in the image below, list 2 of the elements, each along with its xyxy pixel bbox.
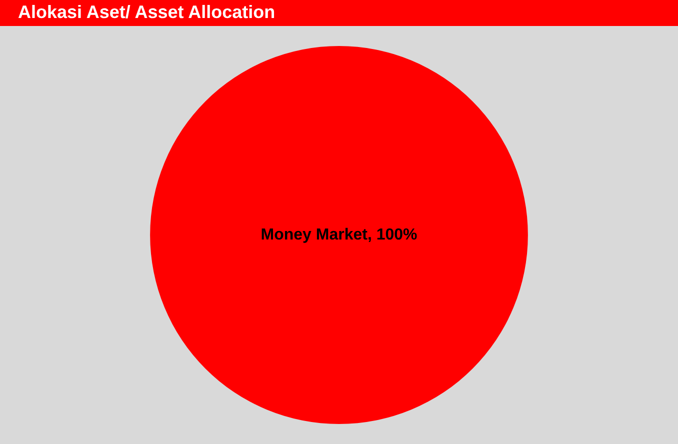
chart-title: Alokasi Aset/ Asset Allocation [0,0,678,26]
slice-label: Money Market, 100% [260,226,418,244]
